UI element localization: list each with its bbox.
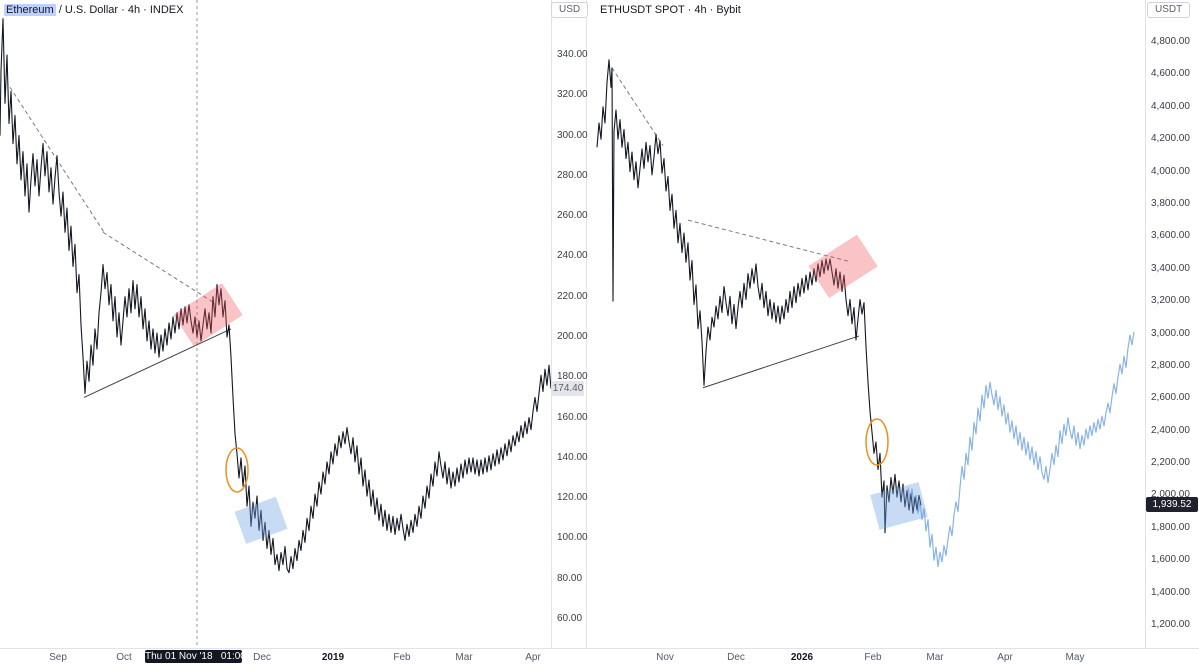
price-tick: 2,800.00: [1151, 359, 1190, 371]
month-label: Oct: [116, 652, 132, 663]
blue-highlight-box[interactable]: [234, 496, 288, 544]
price-tick: 240.00: [557, 250, 588, 262]
price-tick: 60.00: [557, 613, 583, 624]
price-tick: 4,800.00: [1151, 36, 1190, 47]
price-tick: 340.00: [557, 49, 588, 60]
pink-highlight-box[interactable]: [808, 234, 878, 299]
price-line: [0, 18, 552, 574]
price-tick: 3,000.00: [1151, 327, 1190, 339]
price-tick: 140.00: [557, 451, 588, 463]
price-tick: 200.00: [557, 331, 588, 342]
descending-dashed-line-2[interactable]: [102, 231, 215, 304]
month-label: Feb: [864, 652, 882, 663]
year-label: 2026: [790, 652, 814, 663]
price-tick: 4,400.00: [1151, 100, 1190, 112]
currency-toggle-usdt[interactable]: USDT: [1147, 2, 1191, 18]
last-price-label-left: 174.40: [552, 380, 584, 396]
price-tick: 280.00: [557, 169, 588, 181]
month-label: Apr: [525, 652, 541, 663]
price-tick: 4,600.00: [1151, 68, 1190, 80]
rising-support-line[interactable]: [83, 328, 232, 398]
price-tick: 2,600.00: [1151, 392, 1190, 404]
price-tick: 3,600.00: [1151, 230, 1190, 242]
price-tick: 2,000.00: [1151, 489, 1190, 501]
last-price-label-right: 1,939.52: [1146, 497, 1198, 513]
price-tick: 120.00: [557, 492, 588, 504]
price-tick: 300.00: [557, 129, 588, 141]
price-tick: 4,200.00: [1151, 133, 1190, 145]
price-tick: 4,000.00: [1151, 165, 1190, 177]
orange-ellipse[interactable]: [865, 418, 889, 466]
price-tick: 220.00: [557, 290, 588, 302]
chart-legend-right[interactable]: ETHUSDT SPOT · 4h · Bybit: [600, 4, 741, 16]
month-label: Dec: [727, 652, 745, 663]
descending-dashed-line-2[interactable]: [687, 219, 850, 262]
price-tick: 320.00: [557, 89, 588, 101]
year-label: 2019: [321, 652, 345, 663]
price-tick: 2,400.00: [1151, 424, 1190, 436]
price-tick: 3,200.00: [1151, 295, 1190, 307]
price-tick: 1,600.00: [1151, 554, 1190, 566]
price-tick: 1,400.00: [1151, 586, 1190, 598]
legend-detail-left: / U.S. Dollar · 4h · INDEX: [55, 4, 184, 16]
price-line: [596, 59, 922, 534]
month-label: Sep: [49, 652, 67, 663]
pane-divider[interactable]: [586, 0, 587, 648]
symbol-name-left[interactable]: Ethereum: [4, 4, 56, 16]
orange-ellipse[interactable]: [225, 447, 249, 493]
month-label: Mar: [926, 652, 944, 663]
month-label: Mar: [455, 652, 473, 663]
price-tick: 80.00: [557, 572, 583, 584]
price-tick: 3,800.00: [1151, 197, 1190, 209]
price-tick: 160.00: [557, 411, 588, 423]
descending-dashed-line-1[interactable]: [611, 67, 664, 146]
price-tick: 3,400.00: [1151, 262, 1190, 274]
price-tick: 1,800.00: [1151, 521, 1190, 533]
month-label: Feb: [393, 652, 411, 663]
month-label: May: [1065, 652, 1085, 663]
right-price-axis-border: [1145, 0, 1146, 648]
rising-support-line[interactable]: [702, 335, 860, 389]
projected-fractal-line: [907, 331, 1135, 568]
price-tick: 1,200.00: [1151, 619, 1190, 630]
time-axis-border: [0, 648, 1199, 649]
left-price-axis-border: [551, 0, 552, 648]
price-tick: 100.00: [557, 532, 588, 544]
month-label: Dec: [253, 652, 271, 663]
price-tick: 180.00: [557, 371, 588, 383]
price-tick: 260.00: [557, 210, 588, 222]
pink-highlight-box[interactable]: [173, 283, 243, 347]
blue-highlight-box[interactable]: [870, 482, 928, 530]
month-label: Apr: [997, 652, 1013, 663]
month-label: Nov: [656, 652, 674, 663]
price-tick: 2,200.00: [1151, 457, 1190, 469]
crosshair-date-label: Thu 01 Nov '18 01:00: [145, 650, 246, 663]
currency-toggle-usd[interactable]: USD: [551, 2, 589, 18]
chart-legend-left[interactable]: Ethereum / U.S. Dollar · 4h · INDEX: [4, 4, 183, 16]
